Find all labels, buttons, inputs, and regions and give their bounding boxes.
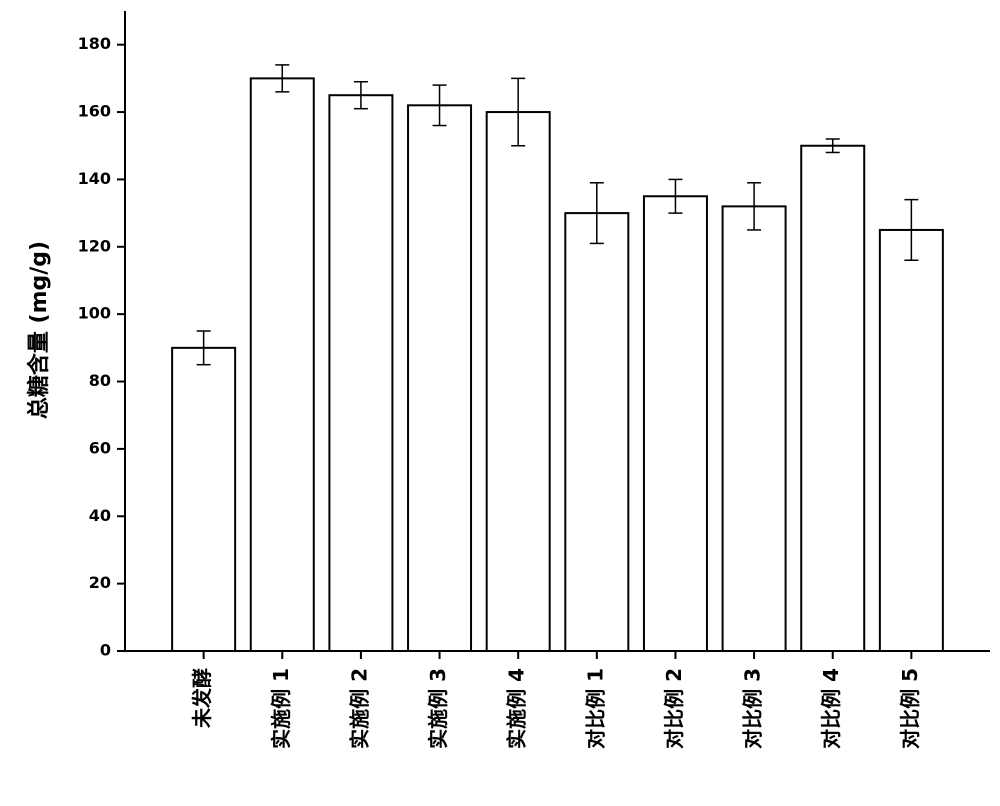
y-tick-label: 0	[100, 641, 111, 660]
x-tick-label: 对比例 3	[741, 668, 765, 749]
y-tick-label: 140	[78, 169, 111, 188]
bar	[800, 144, 866, 652]
x-tick-label: 实施例 2	[347, 668, 371, 749]
bar	[171, 346, 237, 652]
x-tick-label: 实施例 1	[269, 668, 293, 749]
bar	[328, 94, 394, 653]
bar	[407, 104, 473, 652]
y-tick-label: 120	[78, 236, 111, 255]
bar	[878, 228, 944, 653]
bar	[642, 195, 708, 652]
bar	[721, 205, 787, 653]
y-tick-label: 180	[78, 34, 111, 53]
bar	[564, 212, 630, 653]
y-tick-label: 160	[78, 102, 111, 121]
bar	[485, 111, 551, 653]
x-tick-label: 实施例 4	[505, 668, 529, 749]
y-tick-label: 80	[89, 371, 111, 390]
x-tick-label: 实施例 3	[426, 668, 450, 749]
y-tick-label: 20	[89, 573, 111, 592]
x-tick-label: 对比例 1	[583, 668, 607, 749]
bar	[249, 77, 315, 653]
x-tick-label: 未发酵	[190, 668, 214, 728]
y-axis-title: 总糖含量 (mg/g)	[26, 241, 52, 419]
y-tick-label: 40	[89, 506, 111, 525]
y-tick-label: 100	[78, 304, 111, 323]
x-tick-label: 对比例 4	[819, 668, 843, 749]
y-tick-label: 60	[89, 438, 111, 457]
x-tick-label: 对比例 2	[662, 668, 686, 749]
x-tick-label: 对比例 5	[898, 668, 922, 749]
